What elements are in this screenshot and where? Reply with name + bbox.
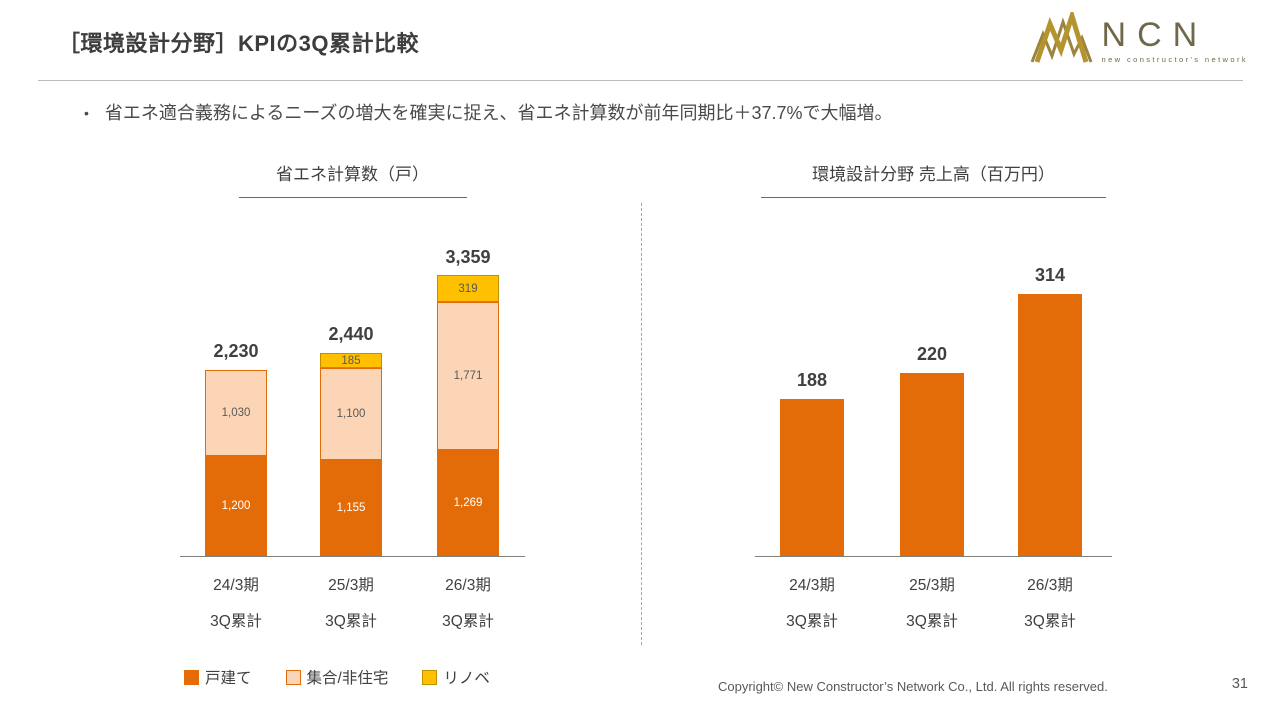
logo-emblem-icon [1028, 7, 1094, 69]
page-title: ［環境設計分野］KPIの3Q累計比較 [58, 31, 420, 56]
bar-segment: 1,030 [205, 370, 267, 456]
bar-segment: 1,771 [437, 302, 499, 450]
legend-item-shugo: 集合/非住宅 [285, 666, 389, 688]
bar-value-label: 2,230 [213, 341, 259, 361]
bar-segment: 319 [437, 275, 499, 302]
logo-letters: NCN new constructor's network [1102, 17, 1248, 64]
bar-segment [1018, 294, 1082, 556]
bar-0: 188 [780, 370, 844, 556]
bar-value-label: 188 [796, 370, 828, 390]
sales-chart: 環境設計分野 売上高（百万円） 188 220 314 24/3期 3Q累計 25/3期… [755, 163, 1112, 647]
logo-tagline: new constructor's network [1101, 55, 1248, 64]
legend-item-kodate: 戸建て [184, 666, 252, 688]
legend-item-renove: リノベ [422, 666, 490, 688]
energy-calc-chart-title: 省エネ計算数（戸） [276, 165, 429, 184]
x-axis-label: 26/3期 3Q累計 [1024, 577, 1076, 630]
bar-segment: 1,155 [320, 460, 382, 556]
bar-1: 220 [900, 344, 964, 556]
bar-segment: 185 [320, 353, 382, 368]
header-divider [38, 80, 1243, 81]
dashed-section-divider [641, 203, 642, 645]
x-axis-label: 25/3期 3Q累計 [906, 577, 958, 630]
copyright-text: Copyright© New Constructor’s Network Co.… [718, 679, 1108, 694]
x-axis-label: 24/3期 3Q累計 [210, 577, 262, 630]
sales-x-axis: 24/3期 3Q累計 25/3期 3Q累計 26/3期 3Q累計 [755, 557, 1112, 647]
bullet-text: 省エネ適合義務によるニーズの増大を確実に捉え、省エネ計算数が前年同期比＋37.7… [104, 103, 893, 123]
legend-label: リノベ [443, 670, 490, 687]
legend-label: 集合/非住宅 [306, 670, 389, 687]
legend-swatch-0 [184, 669, 199, 685]
bar-1: 1,155 1,100 185 2,440 [320, 324, 382, 556]
bar-0: 1,200 1,030 2,230 [205, 341, 267, 556]
sales-chart-title: 環境設計分野 売上高（百万円） [812, 165, 1055, 184]
bar-segment: 1,269 [437, 450, 499, 556]
bar-value-label: 220 [916, 344, 948, 364]
x-axis-label: 24/3期 3Q累計 [786, 577, 838, 630]
x-axis-label: 25/3期 3Q累計 [325, 577, 377, 630]
chart-legend: 戸建て 集合/非住宅 リノベ [184, 666, 490, 688]
legend-swatch-1 [285, 669, 301, 685]
legend-label: 戸建て [205, 670, 252, 687]
bar-value-label: 314 [1034, 265, 1066, 285]
chart-title-underline [238, 197, 467, 198]
energy-calc-x-axis: 24/3期 3Q累計 25/3期 3Q累計 26/3期 3Q累計 [180, 557, 525, 647]
bullet-item: • 省エネ適合義務によるニーズの増大を確実に捉え、省エネ計算数が前年同期比＋37… [84, 100, 893, 126]
bar-segment [900, 373, 964, 556]
energy-calc-plot-area: 1,200 1,030 2,230 1,155 1,100 185 2,440 1,269 1,… [180, 247, 525, 557]
bar-segment [780, 399, 844, 556]
chart-title-underline [761, 197, 1106, 198]
sales-plot-area: 188 220 314 [755, 256, 1112, 557]
logo-text: NCN [1101, 16, 1209, 54]
bar-segment: 1,100 [320, 368, 382, 460]
x-axis-label: 26/3期 3Q累計 [442, 577, 494, 630]
legend-swatch-2 [422, 669, 438, 685]
page-number: 31 [1231, 676, 1248, 692]
ncn-logo: NCN new constructor's network [1028, 7, 1248, 69]
bar-2: 1,269 1,771 319 3,359 [437, 247, 499, 556]
bar-value-label: 2,440 [328, 324, 374, 344]
bar-segment: 1,200 [205, 456, 267, 556]
bullet-dot-icon: • [84, 105, 89, 121]
bar-2: 314 [1018, 265, 1082, 556]
bar-value-label: 3,359 [445, 247, 491, 267]
energy-calc-chart: 省エネ計算数（戸） 1,200 1,030 2,230 1,155 1,100 185 2,… [180, 163, 525, 647]
